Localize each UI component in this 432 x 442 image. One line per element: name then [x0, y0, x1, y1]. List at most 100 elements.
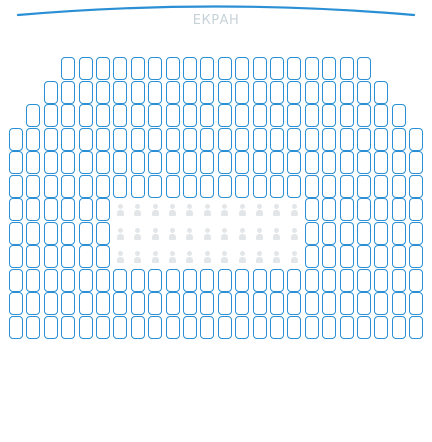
seat[interactable]	[356, 127, 371, 151]
seat[interactable]	[200, 315, 215, 339]
seat[interactable]	[374, 268, 389, 292]
seat[interactable]	[322, 127, 337, 151]
seat[interactable]	[165, 268, 180, 292]
seat[interactable]	[356, 292, 371, 315]
seat[interactable]	[322, 245, 337, 268]
seat[interactable]	[61, 174, 76, 198]
seat[interactable]	[339, 268, 354, 292]
seat[interactable]	[409, 245, 424, 268]
seat[interactable]	[95, 315, 110, 339]
seat[interactable]	[61, 80, 76, 104]
seat[interactable]	[391, 315, 406, 339]
seat[interactable]	[391, 127, 406, 151]
seat[interactable]	[95, 245, 110, 268]
seat[interactable]	[374, 80, 389, 104]
seat[interactable]	[182, 315, 197, 339]
seat[interactable]	[8, 221, 23, 245]
seat[interactable]	[217, 57, 232, 80]
seat[interactable]	[374, 198, 389, 221]
seat[interactable]	[235, 104, 250, 127]
seat[interactable]	[26, 315, 41, 339]
seat[interactable]	[95, 268, 110, 292]
seat[interactable]	[374, 104, 389, 127]
seat[interactable]	[113, 315, 128, 339]
seat[interactable]	[269, 57, 284, 80]
seat[interactable]	[130, 127, 145, 151]
seat[interactable]	[287, 268, 302, 292]
seat[interactable]	[374, 174, 389, 198]
seat[interactable]	[304, 80, 319, 104]
seat[interactable]	[148, 80, 163, 104]
seat[interactable]	[165, 104, 180, 127]
seat[interactable]	[391, 198, 406, 221]
seat[interactable]	[8, 245, 23, 268]
seat[interactable]	[409, 174, 424, 198]
seat[interactable]	[339, 80, 354, 104]
seat[interactable]	[339, 198, 354, 221]
seat[interactable]	[8, 127, 23, 151]
seat[interactable]	[356, 104, 371, 127]
seat[interactable]	[409, 315, 424, 339]
seat[interactable]	[200, 127, 215, 151]
seat[interactable]	[322, 268, 337, 292]
seat[interactable]	[217, 151, 232, 174]
seat[interactable]	[269, 268, 284, 292]
seat[interactable]	[78, 221, 93, 245]
seat[interactable]	[95, 80, 110, 104]
seat[interactable]	[304, 268, 319, 292]
seat[interactable]	[8, 315, 23, 339]
seat[interactable]	[374, 127, 389, 151]
seat[interactable]	[235, 57, 250, 80]
seat[interactable]	[356, 198, 371, 221]
seat[interactable]	[61, 127, 76, 151]
seat[interactable]	[165, 151, 180, 174]
seat[interactable]	[374, 315, 389, 339]
seat[interactable]	[304, 151, 319, 174]
seat[interactable]	[269, 315, 284, 339]
seat[interactable]	[339, 245, 354, 268]
seat[interactable]	[148, 127, 163, 151]
seat[interactable]	[182, 80, 197, 104]
seat[interactable]	[235, 292, 250, 315]
seat[interactable]	[26, 198, 41, 221]
seat[interactable]	[322, 292, 337, 315]
seat[interactable]	[235, 151, 250, 174]
seat[interactable]	[200, 57, 215, 80]
seat[interactable]	[409, 268, 424, 292]
seat[interactable]	[43, 315, 58, 339]
seat[interactable]	[148, 315, 163, 339]
seat[interactable]	[287, 127, 302, 151]
seat[interactable]	[113, 292, 128, 315]
seat[interactable]	[200, 104, 215, 127]
seat[interactable]	[252, 292, 267, 315]
seat[interactable]	[148, 104, 163, 127]
seat[interactable]	[165, 80, 180, 104]
seat[interactable]	[61, 245, 76, 268]
seat[interactable]	[182, 174, 197, 198]
seat[interactable]	[356, 151, 371, 174]
seat[interactable]	[269, 80, 284, 104]
seat[interactable]	[78, 127, 93, 151]
seat[interactable]	[304, 127, 319, 151]
seat[interactable]	[322, 198, 337, 221]
seat[interactable]	[391, 245, 406, 268]
seat[interactable]	[252, 104, 267, 127]
seat[interactable]	[113, 268, 128, 292]
seat[interactable]	[304, 57, 319, 80]
seat[interactable]	[165, 57, 180, 80]
seat[interactable]	[130, 292, 145, 315]
seat[interactable]	[61, 104, 76, 127]
seat[interactable]	[374, 151, 389, 174]
seat[interactable]	[200, 268, 215, 292]
seat[interactable]	[287, 292, 302, 315]
seat[interactable]	[26, 127, 41, 151]
seat[interactable]	[252, 268, 267, 292]
seat[interactable]	[95, 151, 110, 174]
seat[interactable]	[304, 174, 319, 198]
seat[interactable]	[8, 198, 23, 221]
seat[interactable]	[165, 174, 180, 198]
seat[interactable]	[182, 151, 197, 174]
seat[interactable]	[322, 221, 337, 245]
seat[interactable]	[95, 292, 110, 315]
seat[interactable]	[95, 174, 110, 198]
